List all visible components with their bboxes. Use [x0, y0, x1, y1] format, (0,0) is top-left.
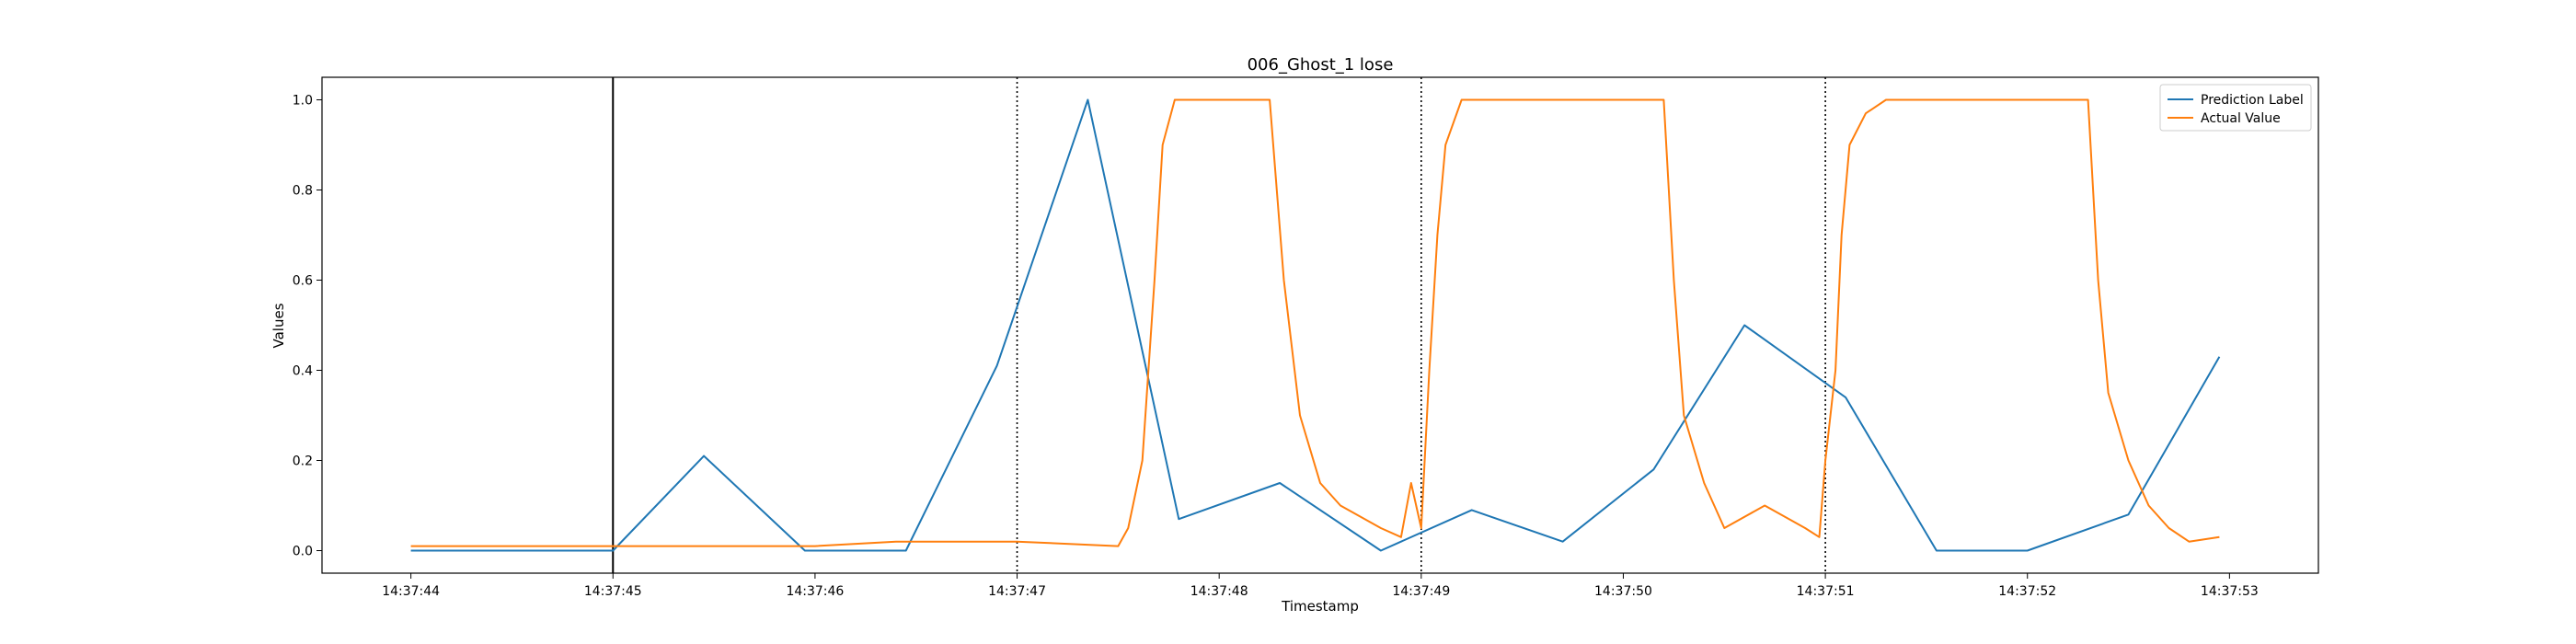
- x-tick-label: 14:37:48: [1190, 584, 1248, 599]
- y-tick-label: 0.8: [293, 184, 313, 199]
- chart-title: 006_Ghost_1 lose: [1248, 55, 1394, 75]
- x-tick-label: 14:37:52: [1998, 584, 2056, 599]
- x-tick-label: 14:37:46: [786, 584, 844, 599]
- y-tick-label: 0.2: [293, 454, 313, 469]
- legend-box: [2159, 84, 2312, 132]
- x-tick-label: 14:37:44: [382, 584, 440, 599]
- legend: Prediction Label Actual Value: [2159, 84, 2312, 132]
- x-tick-label: 14:37:45: [584, 584, 642, 599]
- x-tick-label: 14:37:51: [1797, 584, 1855, 599]
- x-axis: 14:37:44 14:37:45 14:37:46 14:37:47 14:37:48…: [382, 573, 2259, 599]
- legend-entry: Prediction Label: [2201, 93, 2304, 108]
- y-axis-label: Values: [270, 303, 287, 348]
- series-line-actual-value: [410, 98, 2220, 547]
- legend-entry: Actual Value: [2201, 111, 2281, 126]
- y-tick-label: 0.4: [293, 364, 313, 379]
- x-axis-label: Timestamp: [1281, 598, 1359, 615]
- x-tick-label: 14:37:53: [2201, 584, 2259, 599]
- series-line-prediction-label: [410, 98, 2221, 552]
- plot-frame: [321, 76, 2319, 574]
- x-tick-label: 14:37:49: [1392, 584, 1450, 599]
- y-tick-label: 1.0: [293, 94, 313, 109]
- y-axis: 0.0 0.2 0.4 0.6 0.8 1.0: [293, 94, 322, 559]
- x-tick-label: 14:37:50: [1594, 584, 1652, 599]
- y-tick-label: 0.0: [293, 545, 313, 559]
- x-tick-label: 14:37:47: [988, 584, 1046, 599]
- plot-area: [410, 77, 2221, 573]
- y-tick-label: 0.6: [293, 274, 313, 289]
